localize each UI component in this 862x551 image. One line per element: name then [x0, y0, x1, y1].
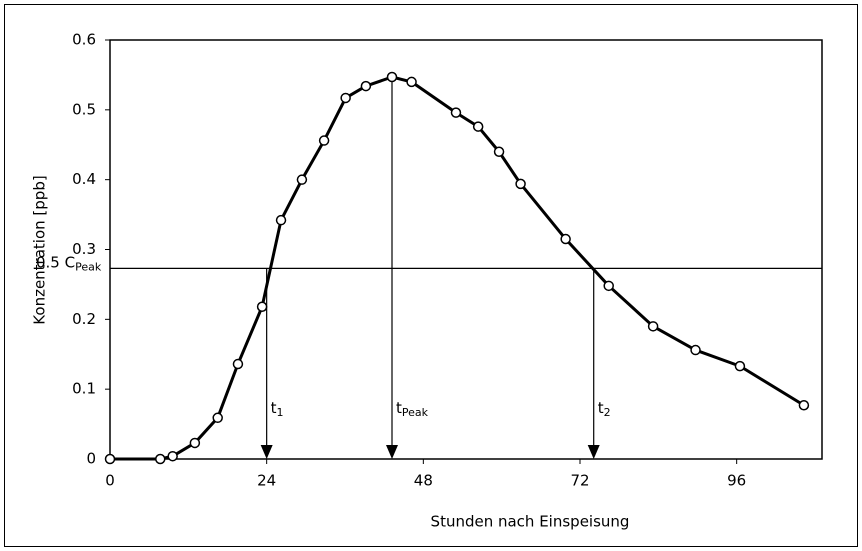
outer-frame	[4, 4, 858, 547]
data-point	[406, 76, 417, 88]
arrow-label-base: t	[271, 399, 277, 417]
arrow-label: t1	[271, 399, 284, 420]
arrow-label-sub: 1	[277, 406, 284, 419]
y-tick-label: 0.1	[72, 380, 96, 398]
data-point	[360, 80, 372, 92]
arrow-head	[386, 445, 398, 459]
data-point	[603, 280, 614, 292]
data-point	[104, 453, 116, 465]
reference-label: 0.5 CPeak	[36, 253, 102, 274]
reference-label-sub: Peak	[75, 260, 102, 273]
data-point	[386, 71, 398, 83]
data-point	[472, 121, 484, 132]
y-tick-label: 0	[86, 450, 96, 468]
data-point	[275, 214, 287, 226]
y-tick-label: 0.2	[72, 310, 96, 328]
data-point	[340, 92, 351, 104]
y-tick-label: 0.4	[72, 170, 96, 188]
arrow-label-base: t	[396, 399, 402, 417]
data-line	[110, 75, 805, 461]
data-point	[690, 344, 701, 356]
data-point	[155, 453, 166, 465]
arrow-label-base: t	[598, 399, 604, 417]
arrow-label: tPeak	[396, 399, 429, 420]
arrow-label: t2	[598, 399, 611, 420]
data-point	[232, 358, 244, 370]
data-point	[493, 146, 505, 157]
data-point	[647, 321, 659, 332]
data-point	[167, 450, 178, 462]
x-tick-label: 96	[727, 472, 746, 490]
data-point	[212, 412, 223, 424]
data-point	[189, 437, 201, 449]
x-tick-label: 72	[570, 472, 589, 490]
plot-frame	[109, 39, 823, 460]
y-tick-label: 0.6	[72, 31, 96, 49]
reference-label-base: 0.5 C	[36, 253, 75, 271]
x-tick-label: 24	[257, 472, 276, 490]
data-point	[296, 174, 308, 185]
y-tick-label: 0.5	[72, 100, 96, 118]
data-point	[450, 107, 462, 118]
y-tick-label: 0.3	[72, 240, 96, 258]
data-point	[560, 233, 571, 245]
arrow-label-sub: Peak	[402, 406, 429, 419]
data-point	[318, 135, 330, 146]
data-point	[798, 399, 810, 411]
x-tick-label: 48	[414, 472, 433, 490]
arrow-head	[260, 445, 273, 459]
data-point	[256, 301, 268, 313]
y-axis-label: Konzentration [ppb]	[31, 175, 49, 324]
arrow-label-sub: 2	[604, 406, 611, 419]
x-axis-label: Stunden nach Einspeisung	[431, 513, 630, 531]
data-point	[734, 360, 746, 372]
x-tick-label: 0	[105, 472, 115, 490]
arrow-head	[587, 445, 600, 459]
data-point	[515, 178, 526, 190]
